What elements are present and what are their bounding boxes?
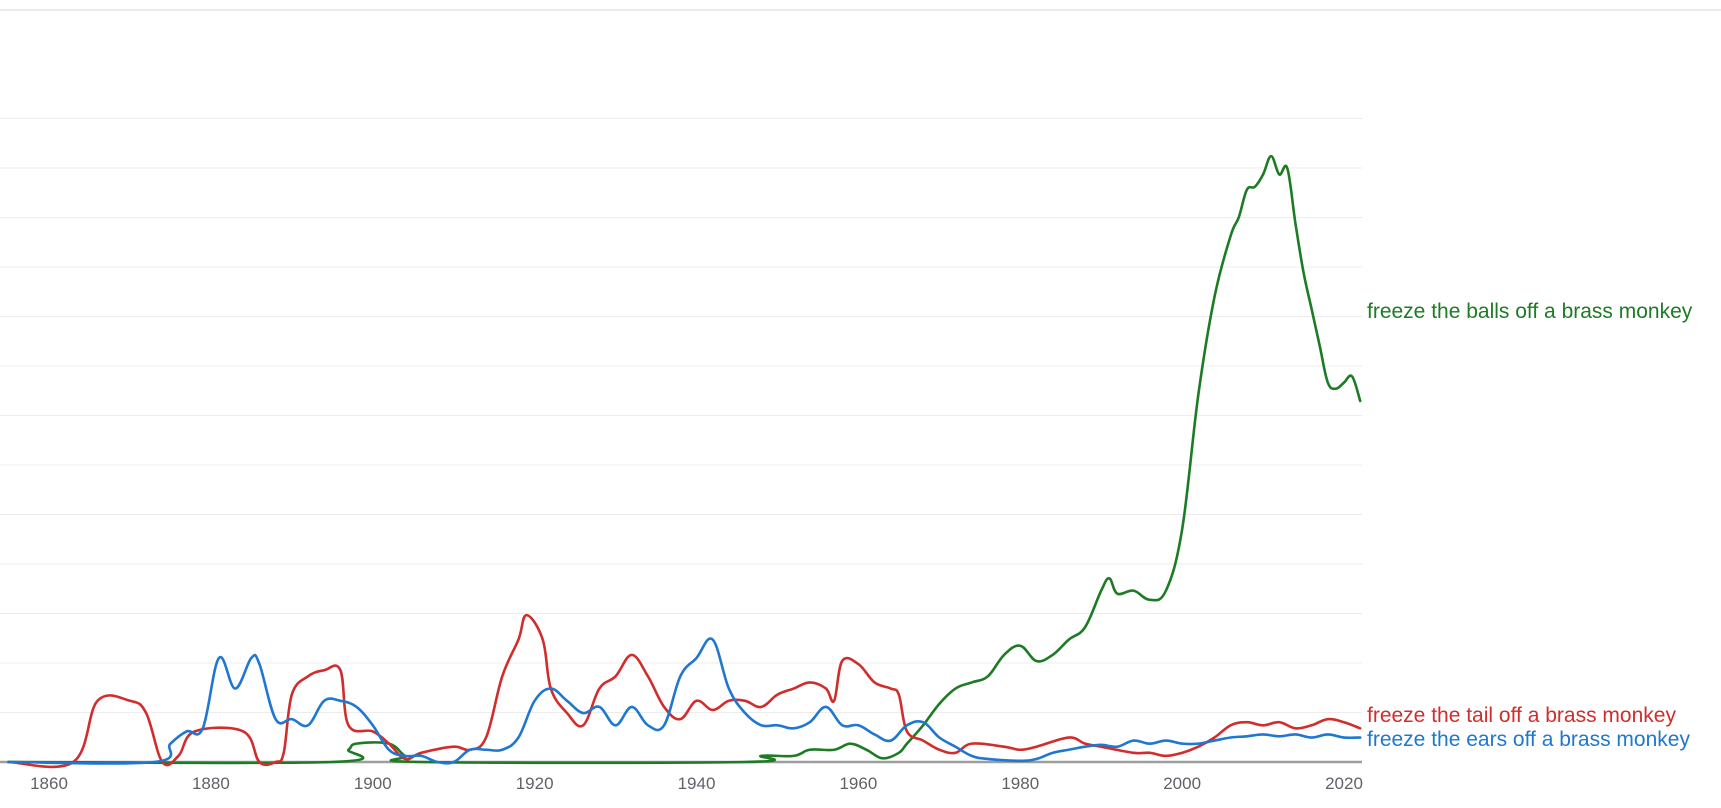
x-tick-label: 1880 <box>192 774 230 793</box>
series-labels: freeze the balls off a brass monkey freez… <box>1367 300 1693 751</box>
series-line-tail <box>7 613 1362 769</box>
x-tick-label: 2000 <box>1163 774 1201 793</box>
series-lines <box>7 154 1362 769</box>
series-label-tail: freeze the tail off a brass monkey <box>1367 704 1676 727</box>
series-label-ears: freeze the ears off a brass monkey <box>1367 728 1690 751</box>
x-tick-label: 1960 <box>839 774 877 793</box>
x-tick-label: 1900 <box>354 774 392 793</box>
series-line-balls <box>7 154 1362 765</box>
x-tick-label: 1920 <box>516 774 554 793</box>
series-label-balls: freeze the balls off a brass monkey <box>1367 300 1693 323</box>
x-tick-label: 1940 <box>678 774 716 793</box>
x-axis-ticks: 1860 1880 1900 1920 1940 1960 1980 2000 2020 <box>30 774 1363 793</box>
x-tick-label: 1980 <box>1001 774 1039 793</box>
x-tick-label: 1860 <box>30 774 68 793</box>
series-line-ears <box>7 637 1362 765</box>
gridlines <box>0 118 1362 713</box>
x-tick-label: 2020 <box>1325 774 1363 793</box>
